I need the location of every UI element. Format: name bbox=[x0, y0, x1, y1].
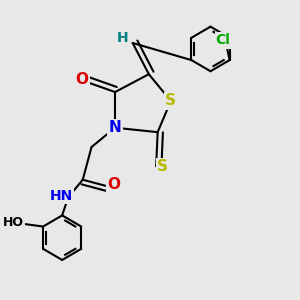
Text: H: H bbox=[117, 31, 128, 45]
Text: Cl: Cl bbox=[216, 34, 231, 47]
Text: HO: HO bbox=[3, 216, 24, 229]
Text: O: O bbox=[108, 177, 121, 192]
Text: N: N bbox=[109, 120, 122, 135]
Text: O: O bbox=[76, 72, 88, 87]
Text: HN: HN bbox=[50, 189, 73, 203]
Text: S: S bbox=[165, 94, 176, 109]
Text: S: S bbox=[157, 159, 168, 174]
